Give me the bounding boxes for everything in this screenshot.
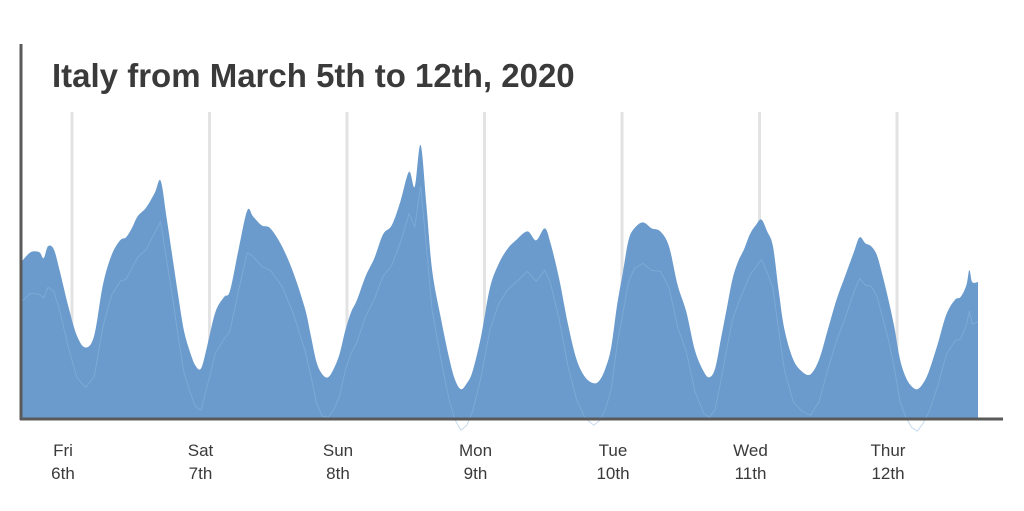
x-tick-date-label: 12th: [871, 464, 904, 483]
x-tick-day-label: Mon: [459, 441, 492, 460]
series-secondary-line: [21, 185, 979, 432]
x-tick-date-label: 9th: [464, 464, 488, 483]
x-tick-day-label: Thur: [871, 441, 906, 460]
chart-title: Italy from March 5th to 12th, 2020: [52, 57, 575, 94]
series-area: [21, 144, 979, 432]
x-tick-date-label: 11th: [735, 464, 767, 483]
axes: [19, 44, 1003, 421]
x-tick-date-label: 6th: [51, 464, 75, 483]
x-tick-day-label: Tue: [599, 441, 628, 460]
x-tick-date-label: 7th: [189, 464, 213, 483]
series-area-fill: [22, 144, 978, 419]
x-tick-day-label: Sat: [188, 441, 214, 460]
x-tick-labels: Fri 6th Sat 7th Sun 8th Mon 9th Tue 10th Wed 11th Th…: [51, 441, 906, 483]
x-tick-day-label: Wed: [733, 441, 768, 460]
x-tick-date-label: 8th: [326, 464, 350, 483]
x-tick-date-label: 10th: [596, 464, 629, 483]
x-tick-day-label: Fri: [53, 441, 73, 460]
x-tick-day-label: Sun: [323, 441, 353, 460]
